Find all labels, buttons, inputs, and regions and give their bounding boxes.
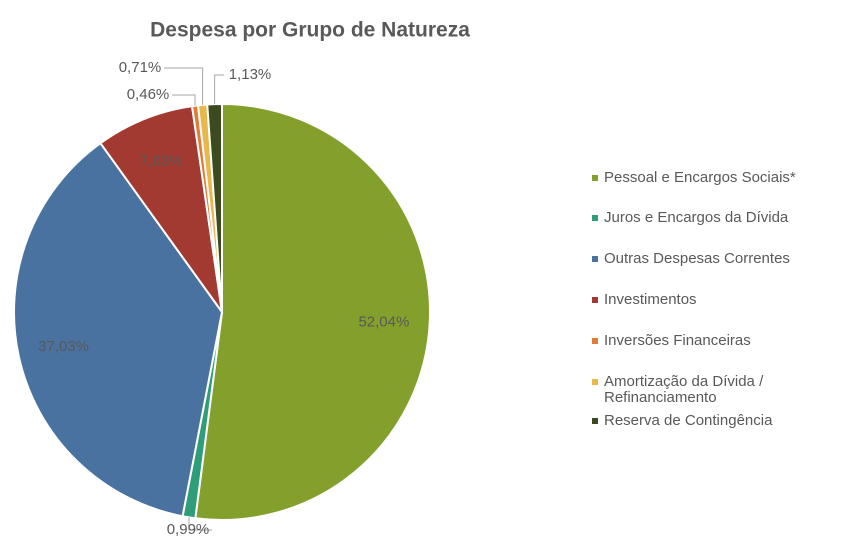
legend-swatch	[592, 297, 598, 303]
legend-item: Amortização da Dívida / Refinanciamento	[592, 374, 832, 406]
legend-item: Outras Despesas Correntes	[592, 251, 790, 267]
legend-label: Outras Despesas Correntes	[604, 250, 790, 267]
legend-label: Pessoal e Encargos Sociais*	[604, 169, 796, 186]
legend-label: Amortização da Dívida / Refinanciamento	[604, 373, 764, 406]
legend-item: Juros e Encargos da Dívida	[592, 210, 788, 226]
legend-swatch	[592, 215, 598, 221]
legend-swatch	[592, 418, 598, 424]
legend-swatch	[592, 338, 598, 344]
leader-line	[214, 74, 224, 105]
chart-title: Despesa por Grupo de Natureza	[150, 19, 470, 42]
legend-label: Juros e Encargos da Dívida	[604, 209, 789, 226]
legend-item: Reserva de Contingência	[592, 413, 772, 429]
pie-slice	[99, 105, 223, 313]
legend-item: Investimentos	[592, 292, 697, 308]
data-label: 1,13%	[229, 66, 272, 83]
data-label: 0,99%	[167, 521, 210, 538]
legend-label: Inversões Financeiras	[604, 332, 751, 349]
leader-line	[172, 94, 196, 106]
data-label: 0,46%	[127, 86, 170, 103]
data-label: 0,71%	[119, 59, 162, 76]
pie-slice	[194, 102, 431, 521]
leader-line	[164, 67, 204, 105]
data-label: 37,03%	[38, 338, 89, 355]
data-label: 52,04%	[358, 313, 409, 330]
legend-label: Reserva de Contingência	[604, 412, 773, 429]
legend-item: Inversões Financeiras	[592, 333, 751, 349]
data-label: 7,63%	[140, 153, 183, 170]
legend-label: Investimentos	[604, 291, 697, 308]
legend-item: Pessoal e Encargos Sociais*	[592, 170, 796, 186]
legend-swatch	[592, 256, 598, 262]
legend-swatch	[592, 379, 598, 385]
leader-line	[188, 517, 212, 531]
legend-swatch	[592, 175, 598, 181]
pie-slice	[13, 141, 224, 518]
